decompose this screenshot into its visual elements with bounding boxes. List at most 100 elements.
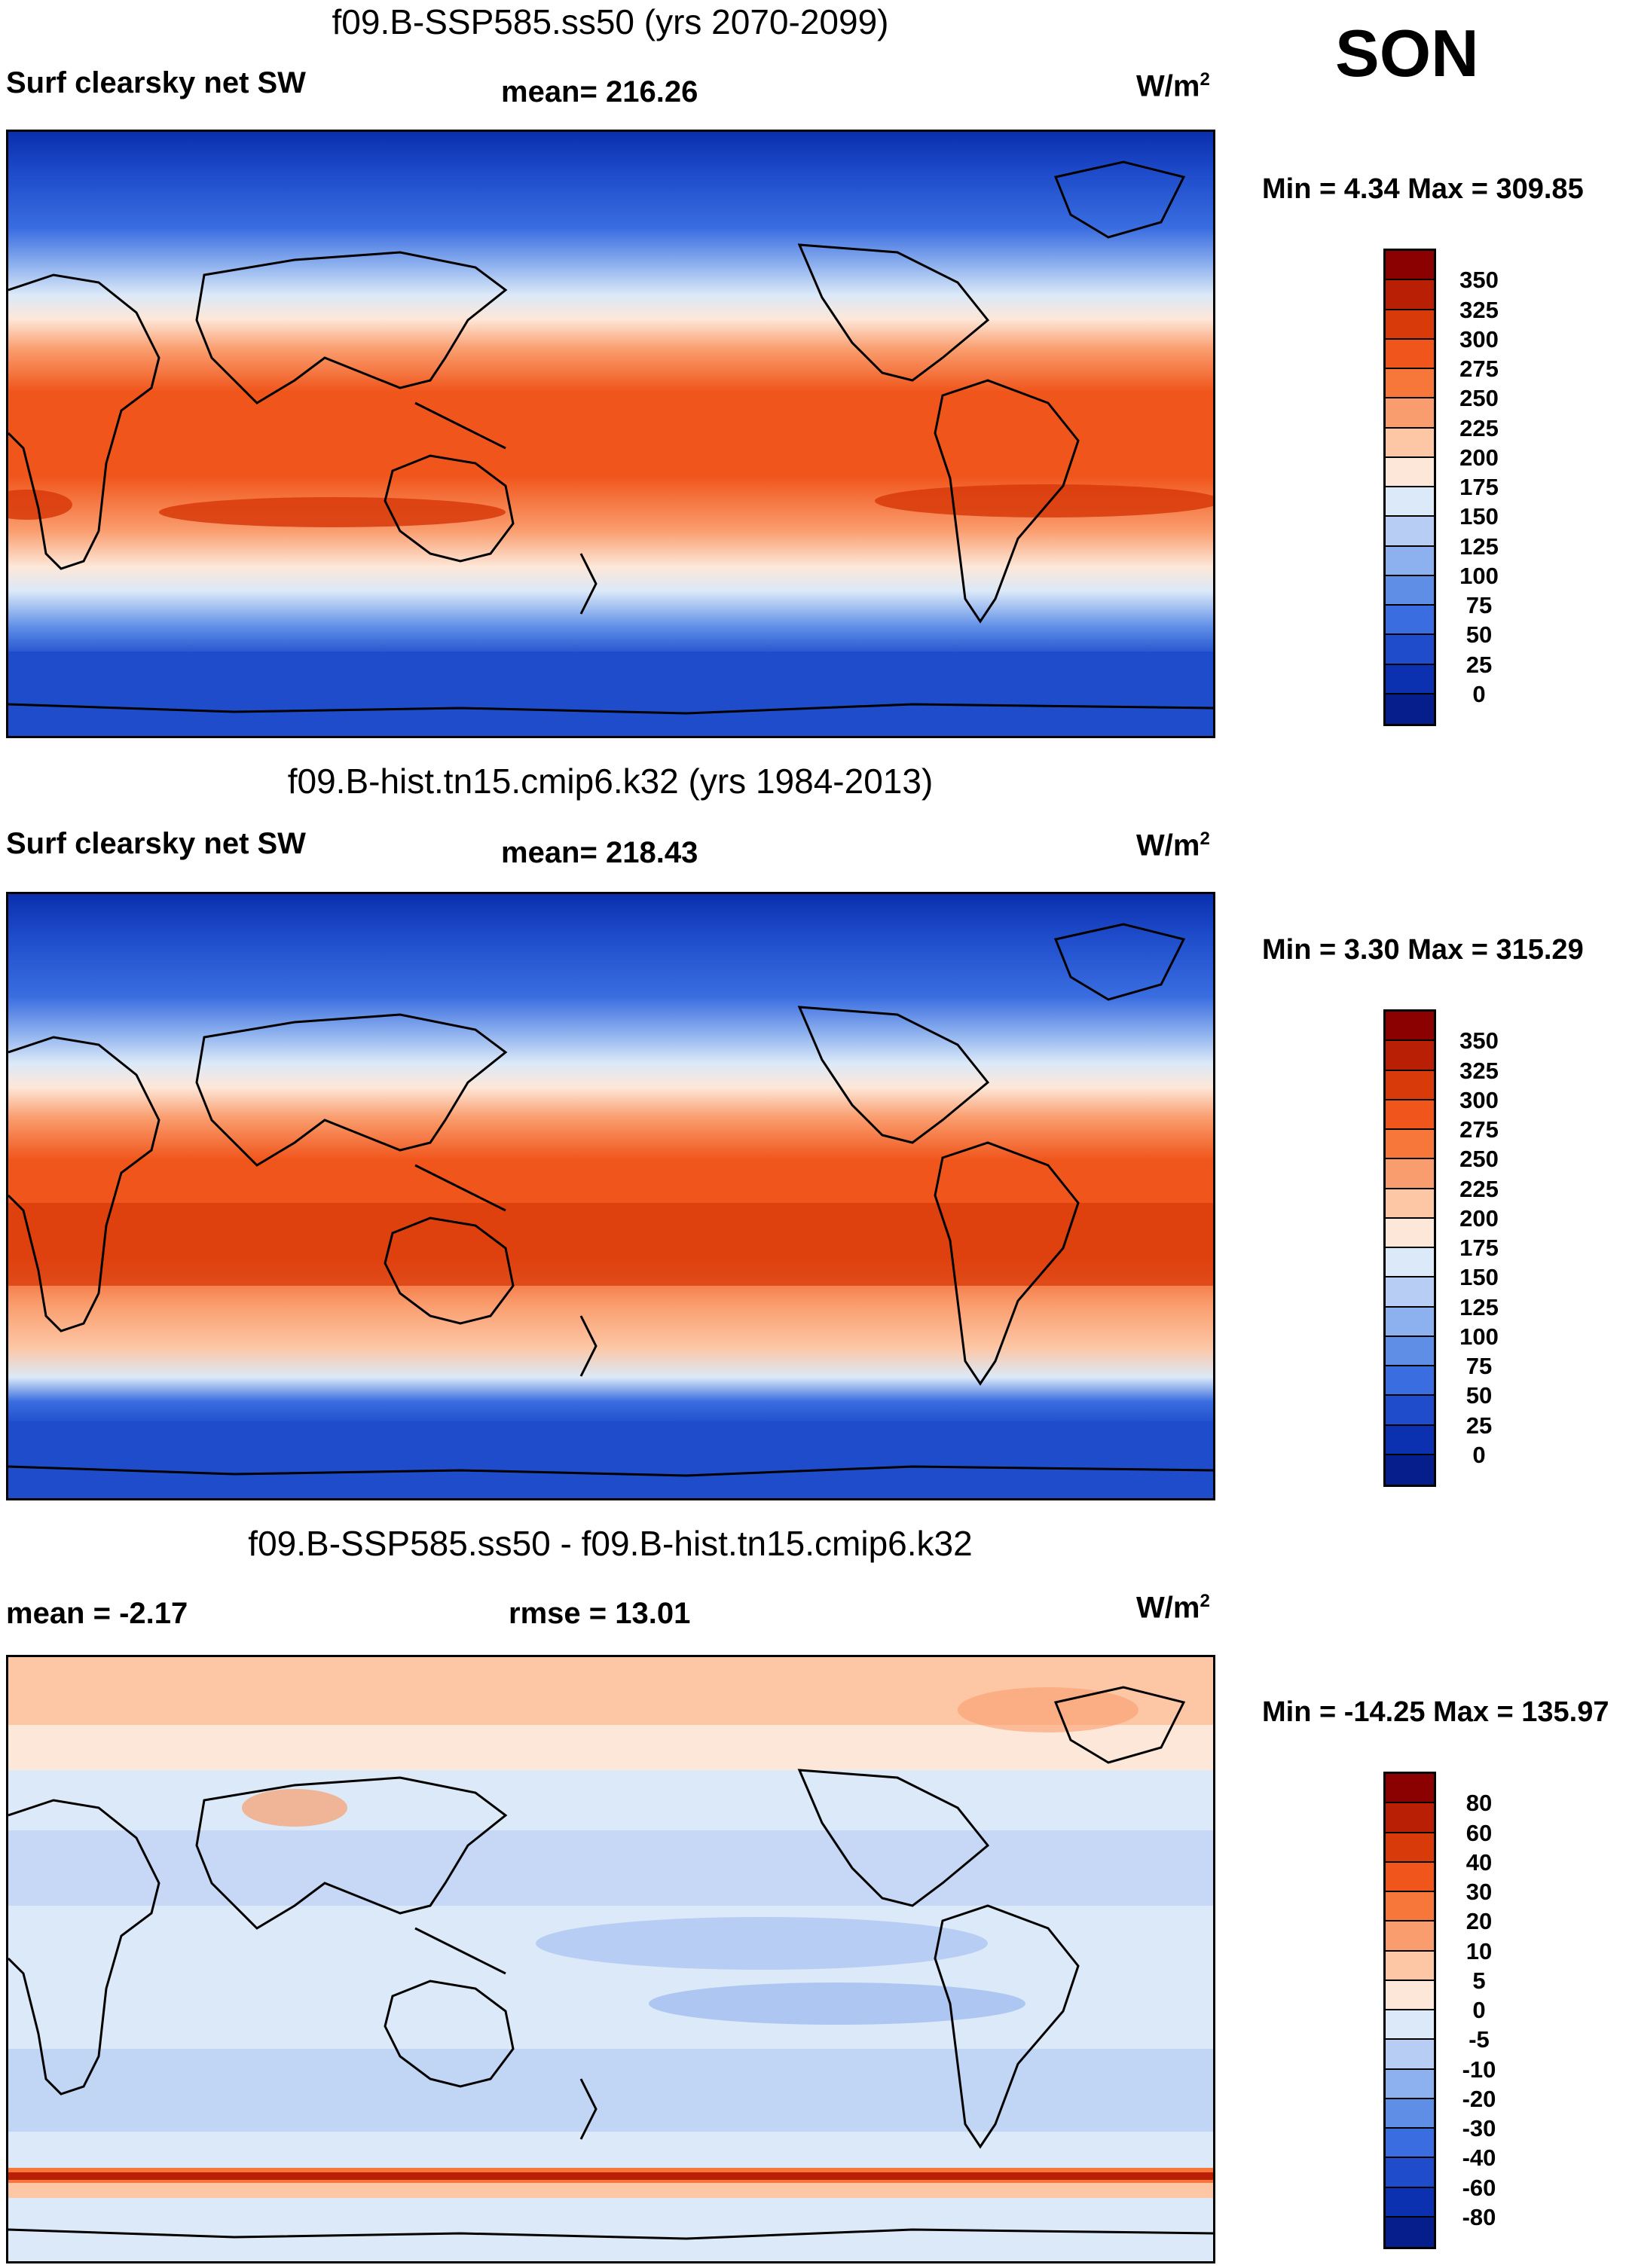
colorbar-tick-label: 30 (1465, 1879, 1493, 1905)
colorbar-segment (1386, 1189, 1434, 1219)
panel3-mean: mean = -2.17 (6, 1597, 188, 1630)
colorbar-tick-label: 200 (1459, 444, 1499, 471)
panel3-colorbar (1383, 1772, 1436, 2249)
colorbar-segment (1386, 1336, 1434, 1366)
colorbar-tick-label: 20 (1465, 1908, 1493, 1935)
colorbar-tick-label: 125 (1459, 1293, 1499, 1320)
colorbar-tick-label: 100 (1459, 562, 1499, 589)
colorbar-segment (1386, 457, 1434, 487)
colorbar-segment (1386, 1803, 1434, 1833)
colorbar-tick-label: 0 (1472, 680, 1486, 707)
panel1-variable: Surf clearsky net SW (6, 66, 306, 99)
colorbar-segment (1386, 2099, 1434, 2129)
colorbar-tick-label: 50 (1465, 1382, 1493, 1409)
panel1-colorbar (1383, 249, 1436, 726)
colorbar-segment (1386, 606, 1434, 636)
colorbar-tick-label: -10 (1462, 2056, 1496, 2083)
colorbar-tick-label: 0 (1472, 1997, 1486, 2023)
colorbar-segment (1386, 398, 1434, 429)
panel2-mean: mean= 218.43 (501, 836, 698, 869)
colorbar-segment (1386, 1396, 1434, 1426)
colorbar-segment (1386, 517, 1434, 547)
colorbar-segment (1386, 2010, 1434, 2041)
colorbar-tick-label: 300 (1459, 325, 1499, 353)
colorbar-segment (1386, 694, 1434, 724)
colorbar-segment (1386, 1130, 1434, 1160)
colorbar-segment (1386, 1041, 1434, 1071)
colorbar-tick-label: 300 (1459, 1086, 1499, 1113)
season-label: SON (1335, 16, 1479, 90)
colorbar-segment (1386, 1012, 1434, 1042)
colorbar-segment (1386, 1892, 1434, 1922)
colorbar-segment (1386, 575, 1434, 606)
colorbar-segment (1386, 1307, 1434, 1337)
panel3-map (6, 1655, 1215, 2263)
colorbar-tick-label: 250 (1459, 385, 1499, 412)
colorbar-tick-label: 325 (1459, 1057, 1499, 1084)
colorbar-segment (1386, 1366, 1434, 1397)
panel2-variable: Surf clearsky net SW (6, 827, 306, 860)
panel3-units: W/m2 (1136, 1591, 1210, 1625)
colorbar-segment (1386, 2187, 1434, 2218)
panel2-title: f09.B-hist.tn15.cmip6.k32 (yrs 1984-2013… (287, 762, 934, 801)
colorbar-tick-label: 150 (1459, 1264, 1499, 1291)
colorbar-segment (1386, 1833, 1434, 1863)
colorbar-segment (1386, 1159, 1434, 1189)
colorbar-tick-label: 60 (1465, 1819, 1493, 1846)
colorbar-segment (1386, 1218, 1434, 1248)
panel2-colorbar (1383, 1009, 1436, 1487)
colorbar-segment (1386, 1100, 1434, 1130)
colorbar-segment (1386, 664, 1434, 694)
colorbar-segment (1386, 428, 1434, 458)
colorbar-segment (1386, 1455, 1434, 1485)
panel1-title: f09.B-SSP585.ss50 (yrs 2070-2099) (332, 2, 889, 41)
panel2-map (6, 892, 1215, 1500)
colorbar-segment (1386, 251, 1434, 281)
colorbar-tick-label: 5 (1472, 1967, 1486, 1994)
colorbar-tick-label: 75 (1465, 1353, 1493, 1379)
panel2-units: W/m2 (1136, 829, 1210, 862)
colorbar-segment (1386, 310, 1434, 340)
colorbar-tick-label: -5 (1469, 2026, 1490, 2053)
colorbar-tick-label: -30 (1462, 2115, 1496, 2141)
colorbar-tick-label: 250 (1459, 1146, 1499, 1173)
colorbar-tick-label: 225 (1459, 1175, 1499, 1202)
colorbar-segment (1386, 339, 1434, 369)
colorbar-tick-label: 175 (1459, 474, 1499, 500)
colorbar-tick-label: 200 (1459, 1204, 1499, 1232)
panel3-minmax: Min = -14.25 Max = 135.97 (1262, 1696, 1609, 1728)
colorbar-tick-label: 100 (1459, 1323, 1499, 1350)
colorbar-segment (1386, 2217, 1434, 2247)
colorbar-tick-label: 80 (1465, 1790, 1493, 1817)
colorbar-segment (1386, 546, 1434, 576)
colorbar-tick-label: 350 (1459, 1027, 1499, 1055)
colorbar-segment (1386, 2040, 1434, 2070)
colorbar-tick-label: 150 (1459, 503, 1499, 530)
colorbar-tick-label: 350 (1459, 267, 1499, 294)
colorbar-segment (1386, 1922, 1434, 1952)
panel1-units: W/m2 (1136, 69, 1210, 103)
panel1-mean: mean= 216.26 (501, 75, 698, 108)
colorbar-segment (1386, 487, 1434, 517)
panel3-coastlines (8, 1686, 1213, 2240)
colorbar-segment (1386, 1070, 1434, 1100)
colorbar-segment (1386, 635, 1434, 665)
colorbar-segment (1386, 2129, 1434, 2159)
colorbar-segment (1386, 2069, 1434, 2099)
colorbar-segment (1386, 1425, 1434, 1455)
colorbar-tick-label: 10 (1465, 1937, 1493, 1964)
panel1-coastlines (8, 160, 1213, 715)
colorbar-tick-label: 275 (1459, 356, 1499, 382)
colorbar-segment (1386, 1951, 1434, 1981)
colorbar-tick-label: 0 (1472, 1441, 1486, 1468)
colorbar-tick-label: 125 (1459, 533, 1499, 560)
colorbar-segment (1386, 1980, 1434, 2010)
colorbar-tick-label: -20 (1462, 2085, 1496, 2112)
panel2-minmax: Min = 3.30 Max = 315.29 (1262, 934, 1584, 966)
colorbar-tick-label: 225 (1459, 414, 1499, 441)
panel3-rmse: rmse = 13.01 (509, 1597, 691, 1630)
colorbar-segment (1386, 2158, 1434, 2188)
colorbar-tick-label: 325 (1459, 296, 1499, 323)
colorbar-tick-label: 25 (1465, 651, 1493, 678)
colorbar-tick-label: -60 (1462, 2174, 1496, 2201)
